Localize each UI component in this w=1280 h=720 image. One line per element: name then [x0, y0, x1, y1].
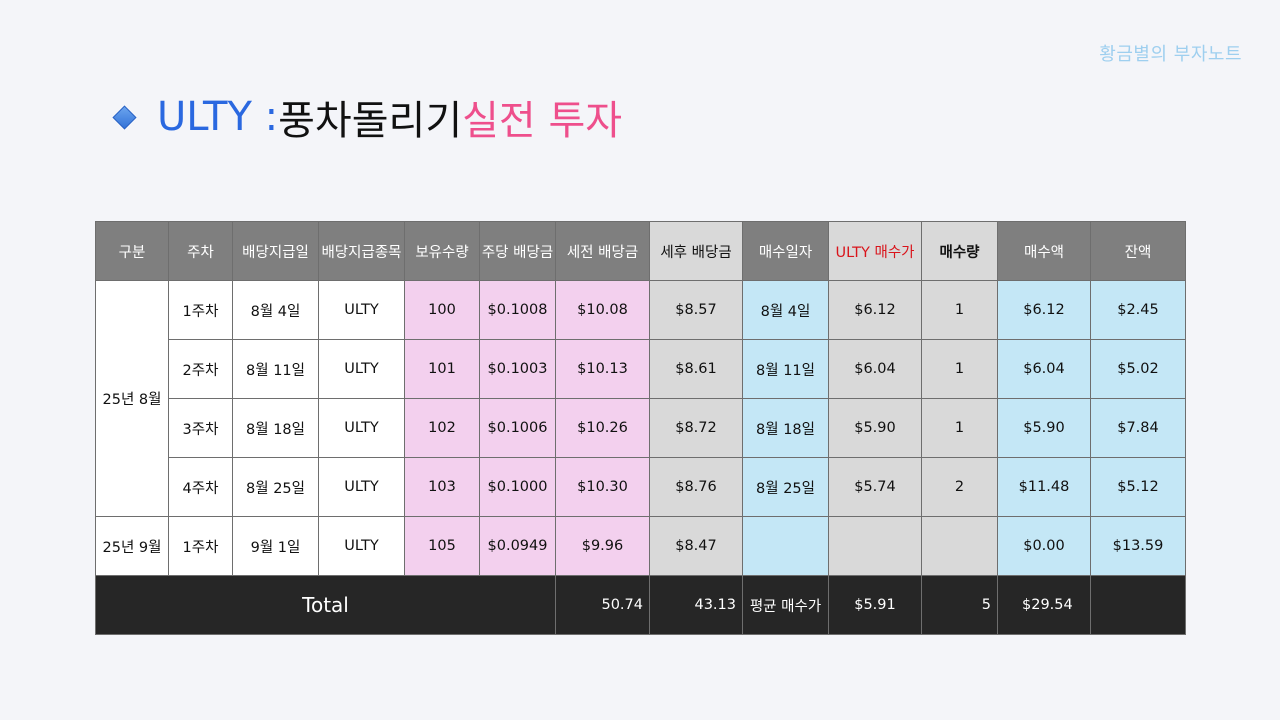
- table-row: 2주차 8월 11일 ULTY 101 $0.1003 $10.13 $8.61…: [96, 339, 1186, 399]
- posttax-cell: $8.57: [649, 280, 743, 340]
- pretax-cell: $10.08: [555, 280, 650, 340]
- ticker-cell: ULTY: [318, 457, 405, 517]
- qty-cell: [921, 516, 998, 576]
- header-cell: 매수액: [997, 221, 1091, 281]
- table-row: 4주차 8월 25일 ULTY 103 $0.1000 $10.30 $8.76…: [96, 457, 1186, 517]
- price-cell: $6.04: [828, 339, 922, 399]
- price-cell: $5.90: [828, 398, 922, 458]
- dps-cell: $0.1006: [479, 398, 556, 458]
- brand-label: 황금별의 부자노트: [1099, 44, 1242, 65]
- header-cell: 구분: [95, 221, 169, 281]
- balance-cell: $13.59: [1090, 516, 1186, 576]
- pay-date-cell: 8월 18일: [232, 398, 319, 458]
- header-cell: 세전 배당금: [555, 221, 650, 281]
- total-label: Total: [95, 575, 556, 635]
- total-pretax: 50.74: [555, 575, 650, 635]
- week-cell: 4주차: [168, 457, 233, 517]
- diamond-bullet-icon: [112, 104, 137, 130]
- buy-date-cell: 8월 25일: [742, 457, 829, 517]
- group-label: 25년 9월: [95, 516, 169, 576]
- buy-date-cell: [742, 516, 829, 576]
- posttax-cell: $8.76: [649, 457, 743, 517]
- pretax-cell: $10.26: [555, 398, 650, 458]
- amount-cell: $11.48: [997, 457, 1091, 517]
- ticker-cell: ULTY: [318, 516, 405, 576]
- week-cell: 2주차: [168, 339, 233, 399]
- ticker-cell: ULTY: [318, 398, 405, 458]
- title-ticker: ULTY :: [157, 94, 279, 140]
- total-posttax: 43.13: [649, 575, 743, 635]
- dps-cell: $0.1003: [479, 339, 556, 399]
- balance-cell: $2.45: [1090, 280, 1186, 340]
- pretax-cell: $10.13: [555, 339, 650, 399]
- shares-cell: 103: [404, 457, 480, 517]
- price-cell: [828, 516, 922, 576]
- balance-cell: $7.84: [1090, 398, 1186, 458]
- dividend-table: 구분 주차 배당지급일 배당지급종목 보유수량 주당 배당금 세전 배당금 세후…: [95, 221, 1186, 635]
- dps-cell: $0.1008: [479, 280, 556, 340]
- shares-cell: 105: [404, 516, 480, 576]
- pay-date-cell: 8월 11일: [232, 339, 319, 399]
- title-highlight: 실전 투자: [462, 98, 623, 144]
- header-cell: 세후 배당금: [649, 221, 743, 281]
- table-header-row: 구분 주차 배당지급일 배당지급종목 보유수량 주당 배당금 세전 배당금 세후…: [95, 221, 1186, 281]
- table-row: 25년 8월 1주차 8월 4일 ULTY 100 $0.1008 $10.08…: [95, 280, 1186, 517]
- buy-date-cell: 8월 11일: [742, 339, 829, 399]
- ticker-cell: ULTY: [318, 339, 405, 399]
- pretax-cell: $9.96: [555, 516, 650, 576]
- page-title: ULTY : 풍차돌리기 실전 투자: [112, 88, 623, 146]
- qty-cell: 1: [921, 339, 998, 399]
- posttax-cell: $8.72: [649, 398, 743, 458]
- total-amount: $29.54: [997, 575, 1091, 635]
- amount-cell: $6.12: [997, 280, 1091, 340]
- pay-date-cell: 8월 25일: [232, 457, 319, 517]
- pay-date-cell: 8월 4일: [232, 280, 319, 340]
- posttax-cell: $8.61: [649, 339, 743, 399]
- header-cell: 잔액: [1090, 221, 1186, 281]
- balance-cell: $5.02: [1090, 339, 1186, 399]
- week-cell: 1주차: [168, 280, 233, 340]
- shares-cell: 100: [404, 280, 480, 340]
- header-cell: ULTY 매수가: [828, 221, 922, 281]
- amount-cell: $5.90: [997, 398, 1091, 458]
- week-cell: 1주차: [168, 516, 233, 576]
- header-cell: 보유수량: [404, 221, 480, 281]
- total-row: Total 50.74 43.13 평균 매수가 $5.91 5 $29.54: [95, 575, 1186, 635]
- dps-cell: $0.1000: [479, 457, 556, 517]
- qty-cell: 1: [921, 280, 998, 340]
- header-cell: 매수량: [921, 221, 998, 281]
- buy-date-cell: 8월 18일: [742, 398, 829, 458]
- qty-cell: 2: [921, 457, 998, 517]
- dps-cell: $0.0949: [479, 516, 556, 576]
- total-qty: 5: [921, 575, 998, 635]
- pretax-cell: $10.30: [555, 457, 650, 517]
- shares-cell: 101: [404, 339, 480, 399]
- shares-cell: 102: [404, 398, 480, 458]
- ticker-cell: ULTY: [318, 280, 405, 340]
- week-cell: 3주차: [168, 398, 233, 458]
- header-cell: 배당지급종목: [318, 221, 405, 281]
- title-main: 풍차돌리기: [278, 98, 463, 144]
- header-cell: 매수일자: [742, 221, 829, 281]
- avg-price-value: $5.91: [828, 575, 922, 635]
- avg-price-label: 평균 매수가: [742, 575, 829, 635]
- posttax-cell: $8.47: [649, 516, 743, 576]
- table-row: 25년 9월 1주차 9월 1일 ULTY 105 $0.0949 $9.96 …: [95, 516, 1186, 576]
- header-cell: 주당 배당금: [479, 221, 556, 281]
- total-balance: [1090, 575, 1186, 635]
- table-row: 3주차 8월 18일 ULTY 102 $0.1006 $10.26 $8.72…: [96, 398, 1186, 458]
- header-cell: 배당지급일: [232, 221, 319, 281]
- price-cell: $6.12: [828, 280, 922, 340]
- qty-cell: 1: [921, 398, 998, 458]
- buy-date-cell: 8월 4일: [742, 280, 829, 340]
- header-cell: 주차: [168, 221, 233, 281]
- group-label: 25년 8월: [95, 280, 169, 517]
- amount-cell: $6.04: [997, 339, 1091, 399]
- balance-cell: $5.12: [1090, 457, 1186, 517]
- amount-cell: $0.00: [997, 516, 1091, 576]
- price-cell: $5.74: [828, 457, 922, 517]
- pay-date-cell: 9월 1일: [232, 516, 319, 576]
